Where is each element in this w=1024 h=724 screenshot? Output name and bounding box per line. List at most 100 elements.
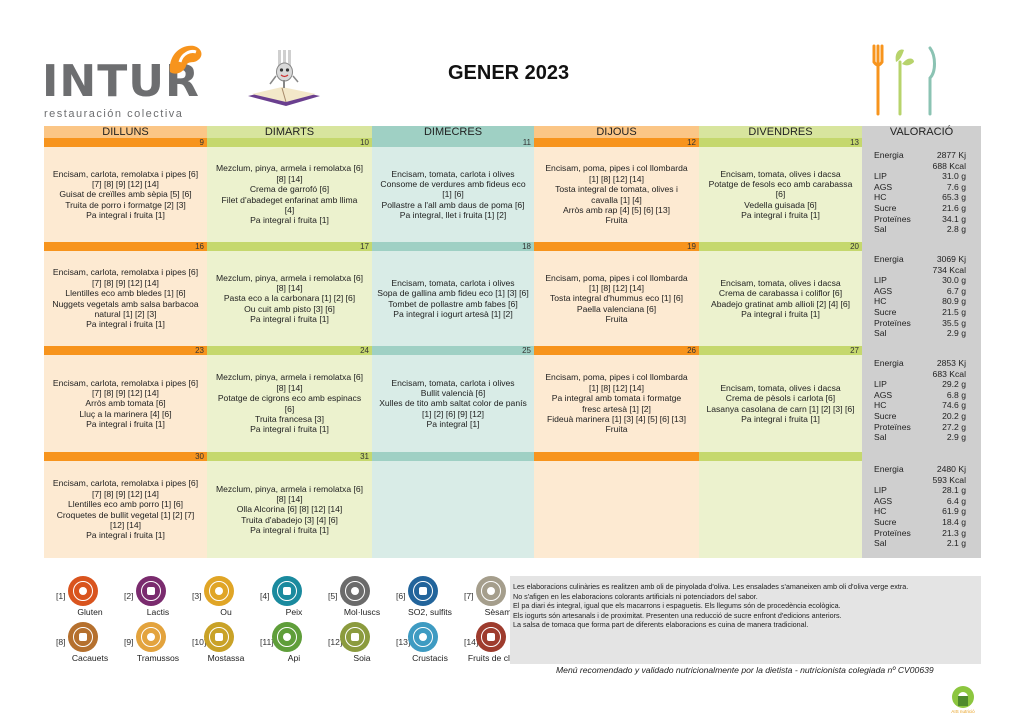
menu-line: Croquetes de bullit vegetal [1] [2] [7] <box>56 509 195 520</box>
menu-line: Mezclum, pinya, armela i remolatxa [6] <box>215 483 364 494</box>
date-number <box>372 452 534 461</box>
menu-line: [7] [8] [9] [12] [14] <box>92 277 159 288</box>
allergen-number: [14] <box>464 637 479 647</box>
allergen-name: Gluten <box>77 607 103 617</box>
nutrition-row: Sucre 21.6 g <box>862 203 966 214</box>
menu-line: Encisam, tomata, carlota i olives <box>391 168 515 179</box>
nutrition-row: HC 61.9 g <box>862 506 966 517</box>
sesame-icon <box>476 576 506 606</box>
nutrient-value: 20.2 g <box>942 410 966 421</box>
nutrient-value: 2.9 g <box>946 432 966 443</box>
menu-text: Encisam, poma, pipes i col llombarda [1] … <box>534 273 699 325</box>
nutrient-label: Sucre <box>874 410 897 421</box>
nutrient-label: Proteïnes <box>874 213 911 224</box>
menu-line: Fruita <box>605 424 628 435</box>
menu-line: natural [1] [2] [3] <box>94 308 157 319</box>
menu-line: Arròs amb tomata [6] <box>85 398 166 409</box>
menu-line: Pa integral i fruita [1] <box>86 210 165 221</box>
date-number: 17 <box>207 242 372 251</box>
nutrition-row: Energia 2853 Kj <box>862 358 966 369</box>
nutrient-label: AGS <box>874 495 893 506</box>
note-line: El pa diari és integral, igual que els m… <box>513 601 841 611</box>
day-cell: 31 Mezclum, pinya, armela i remolatxa [6]… <box>207 452 372 558</box>
nutrition-row: AGS 7.6 g <box>862 182 966 193</box>
menu-line: Pa integral i fruita [1] <box>86 319 165 330</box>
ais-nutricio-logo-icon: AIS nutrició <box>951 686 975 714</box>
nutrient-value: 2480 Kj <box>936 464 966 474</box>
day-cell: 27 Encisam, tomata, olives i dacsa Crema d… <box>699 346 862 452</box>
menu-line: Consome de verdures amb fideus eco <box>380 178 526 189</box>
nutrient-value: 2.9 g <box>946 328 966 339</box>
nutrient-label: Energia <box>874 358 904 368</box>
nutrition-row: HC 74.6 g <box>862 400 966 411</box>
nutrient-value: 21.3 g <box>942 527 966 538</box>
column-header-dimarts: DIMARTS <box>207 126 372 138</box>
menu-line: [8] [14] <box>276 282 303 293</box>
menu-text: Mezclum, pinya, armela i remolatxa [6] [8… <box>207 372 372 434</box>
soy-icon <box>340 622 370 652</box>
menu-line: Encisam, tomata, olives i dacsa <box>720 382 841 393</box>
menu-line: Fruita <box>605 215 628 226</box>
brand-subtitle: restauración colectiva <box>44 108 184 120</box>
allergen-number: [2] <box>124 591 134 601</box>
mollusc-icon <box>340 576 370 606</box>
menu-line: [12] [14] <box>109 519 142 530</box>
nutrient-value: 34.1 g <box>942 213 966 224</box>
nutrition-row: Sucre 18.4 g <box>862 517 966 528</box>
egg-icon <box>204 576 234 606</box>
menu-line: Llentilles eco amb bledes [1] [6] <box>65 288 186 299</box>
celery-icon <box>272 622 302 652</box>
menu-line: [7] [8] [9] [12] [14] <box>92 387 159 398</box>
menu-line: Guisat de creïlles amb sèpia [5] [6] <box>59 189 192 200</box>
day-cell: 12 Encisam, poma, pipes i col llombarda [1… <box>534 138 699 242</box>
nutrient-value: 35.5 g <box>942 317 966 328</box>
menu-line: [7] [8] [9] [12] [14] <box>92 178 159 189</box>
date-number: 16 <box>44 242 207 251</box>
menu-line: Pa integral i fruita [1] <box>250 215 329 226</box>
nutrient-value: 6.7 g <box>946 285 966 296</box>
menu-line: [4] <box>284 204 295 215</box>
menu-line: Tosta integral de tomata, olives i <box>555 184 678 195</box>
nutrient-label: HC <box>874 192 887 203</box>
allergen-number: [8] <box>56 637 66 647</box>
nutrition-row: AGS 6.8 g <box>862 390 966 401</box>
nutrient-value: 683 Kcal <box>932 368 966 379</box>
day-cell <box>372 452 534 558</box>
menu-text: Encisam, carlota, remolatxa i pipes [6][… <box>44 267 207 329</box>
menu-line: Ou cuit amb pisto [3] [6] <box>244 303 335 314</box>
allergen-number: [13] <box>396 637 411 647</box>
allergen-name: Peix <box>285 607 303 617</box>
nutrition-row: HC 65.3 g <box>862 192 966 203</box>
menu-line: Abadejo gratinat amb allioli [2] [4] [6] <box>710 298 850 309</box>
day-cell: 23 Encisam, carlota, remolatxa i pipes [6… <box>44 346 207 452</box>
menu-line: Pa integral i fruita [1] <box>741 308 820 319</box>
menu-line: Fruita <box>605 314 628 325</box>
column-header-dimecres: DIMECRES <box>372 126 534 138</box>
menu-line: Lasanya casolana de carn [1] [2] [3] [6] <box>706 403 855 414</box>
allergen-number: [5] <box>328 591 338 601</box>
day-cell: 9 Encisam, carlota, remolatxa i pipes [6]… <box>44 138 207 242</box>
column-header-dijous: DIJOUS <box>534 126 699 138</box>
menu-line: Encisam, poma, pipes i col llombarda <box>545 272 688 283</box>
menu-line: Truita francesa [3] <box>255 413 324 424</box>
nutrient-label: Sal <box>874 432 887 443</box>
menu-text: Encisam, tomata, carlota i olives Consome… <box>372 169 534 221</box>
nutrition-row: AGS 6.4 g <box>862 496 966 507</box>
menu-line: Encisam, carlota, remolatxa i pipes [6] <box>52 168 199 179</box>
nutrient-value: 593 Kcal <box>932 474 966 485</box>
menu-line: Tombet de pollastre amb fabes [6] <box>388 298 518 309</box>
allergen-item: [9] Tramussos <box>124 622 192 664</box>
nutrient-value: 80.9 g <box>942 296 966 307</box>
date-number: 26 <box>534 346 699 355</box>
nutrient-label: HC <box>874 506 887 517</box>
note-line: Les elaboracions culinàries es realitzen… <box>513 582 909 591</box>
nutrient-value: 6.8 g <box>946 389 966 400</box>
nutrient-value: 21.6 g <box>942 202 966 213</box>
nutrition-row: Proteïnes 21.3 g <box>862 528 966 539</box>
date-number: 23 <box>44 346 207 355</box>
nutrition-row: Proteïnes 35.5 g <box>862 318 966 329</box>
date-number: 30 <box>44 452 207 461</box>
nutrient-value: 18.4 g <box>942 516 966 527</box>
